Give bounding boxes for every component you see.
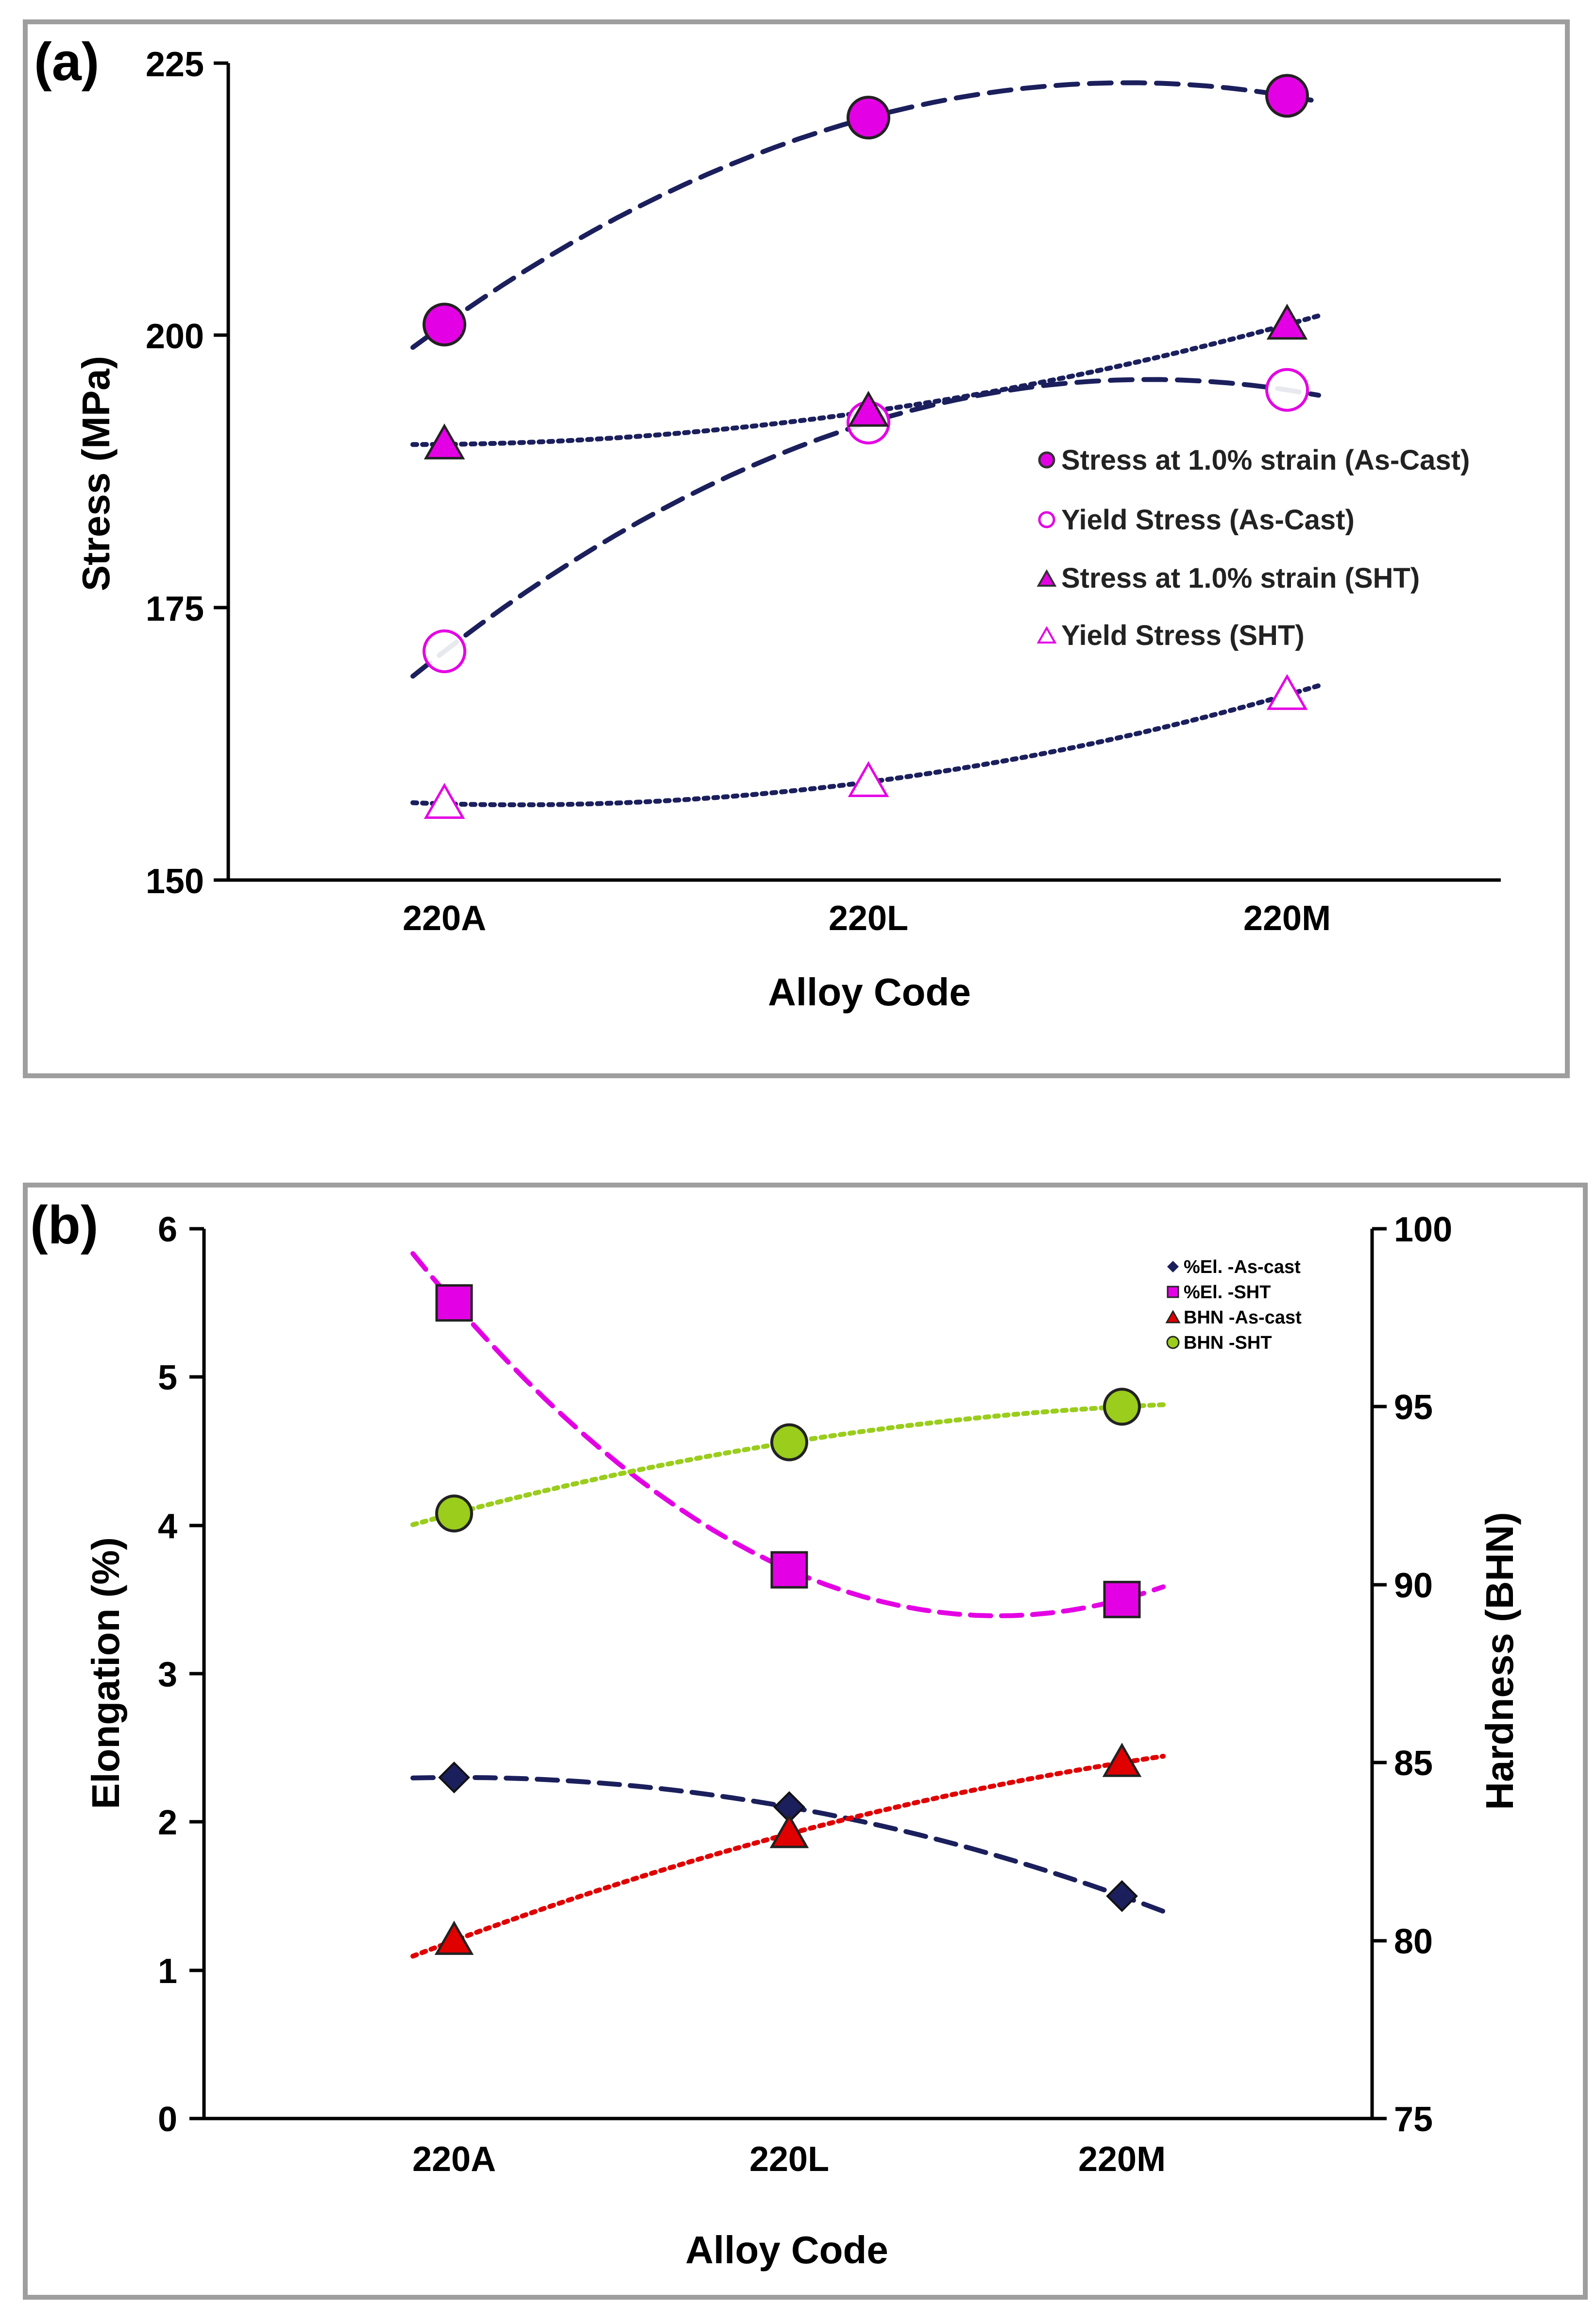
panel-b-xtick-label: 220A bbox=[412, 2140, 496, 2179]
legend-label: Yield Stress (As-Cast) bbox=[1061, 504, 1355, 536]
panel-b-ytick-label: 6 bbox=[158, 1210, 177, 1249]
panel-b-xtick-label: 220M bbox=[1078, 2140, 1166, 2179]
panel-a-ytick-label: 150 bbox=[146, 862, 204, 901]
panel-b-ytick-right-label: 100 bbox=[1394, 1210, 1452, 1249]
panel-b-ytick-right-label: 85 bbox=[1394, 1744, 1433, 1783]
panel-a-xtick-label: 220M bbox=[1243, 899, 1331, 938]
panel-b-ytick-right-label: 95 bbox=[1394, 1388, 1433, 1427]
legend-item: %El. -SHT bbox=[1167, 1282, 1271, 1303]
legend-label: %El. -SHT bbox=[1184, 1282, 1271, 1303]
data-point-1-0 bbox=[435, 1284, 473, 1322]
data-point-0-0 bbox=[438, 1761, 470, 1794]
data-point-0-1 bbox=[847, 96, 890, 140]
legend-label: BHN -SHT bbox=[1184, 1333, 1272, 1353]
legend-marker-filled-triangle bbox=[1036, 569, 1057, 587]
panel-b-right-ticks: 100 95 90 85 80 75 bbox=[1372, 1210, 1452, 2139]
data-point-0-2 bbox=[1106, 1880, 1138, 1912]
panel-b-ytick-label: 1 bbox=[158, 1952, 177, 1991]
panel-a-legend: Stress at 1.0% strain (As-Cast) Yield St… bbox=[1036, 444, 1470, 651]
legend-marker-square bbox=[1167, 1286, 1179, 1298]
data-point-3-0 bbox=[424, 782, 465, 819]
panel-a-y-axis-title: Stress (MPa) bbox=[74, 356, 118, 592]
panel-a-y-ticks: 225 200 175 150 bbox=[146, 45, 228, 901]
panel-a-ytick-label: 200 bbox=[146, 317, 204, 356]
data-point-1-2 bbox=[1265, 368, 1309, 412]
legend-item: Yield Stress (As-Cast) bbox=[1038, 504, 1355, 536]
panel-a-xtick-label: 220L bbox=[829, 899, 908, 938]
panel-b-x-ticks: 220A 220L 220M bbox=[412, 2140, 1166, 2179]
panel-b-frame bbox=[23, 1183, 1588, 2300]
legend-item: Stress at 1.0% strain (As-Cast) bbox=[1038, 444, 1470, 476]
panel-b-x-axis-title: Alloy Code bbox=[685, 2228, 888, 2272]
legend-item: %El. -As-cast bbox=[1167, 1257, 1301, 1277]
panel-a-markers bbox=[423, 74, 1309, 819]
trendline-1 bbox=[410, 1251, 1166, 1619]
data-point-3-1 bbox=[848, 761, 889, 797]
data-point-0-2 bbox=[1265, 74, 1309, 118]
panel-b-ytick-right-label: 75 bbox=[1394, 2100, 1433, 2139]
legend-label: Stress at 1.0% strain (As-Cast) bbox=[1061, 444, 1470, 476]
trendline-3 bbox=[410, 683, 1321, 808]
panel-b: (b) 6 5 4 3 2 1 0 100 bbox=[23, 1183, 1588, 2300]
panel-b-markers bbox=[434, 1284, 1142, 1955]
panel-b-xtick-label: 220L bbox=[749, 2140, 829, 2179]
data-point-3-2 bbox=[1103, 1388, 1141, 1426]
data-point-0-0 bbox=[423, 303, 466, 347]
data-point-2-2 bbox=[1266, 304, 1308, 340]
legend-label: BHN -As-cast bbox=[1184, 1307, 1302, 1328]
panel-b-ytick-label: 4 bbox=[158, 1507, 177, 1546]
legend-marker-filled-circle bbox=[1038, 451, 1055, 469]
panel-b-ytick-label: 2 bbox=[158, 1803, 177, 1842]
legend-item: Stress at 1.0% strain (SHT) bbox=[1036, 562, 1420, 594]
data-point-2-0 bbox=[434, 1920, 474, 1955]
panel-a-label: (a) bbox=[34, 32, 99, 92]
legend-marker-open-circle bbox=[1038, 511, 1055, 528]
data-point-2-1 bbox=[769, 1814, 809, 1848]
panel-a: (a) 225 200 175 150 220A 220L 220M Alloy… bbox=[23, 19, 1570, 1078]
panel-a-ytick-label: 225 bbox=[146, 45, 204, 84]
legend-item: Yield Stress (SHT) bbox=[1036, 620, 1305, 651]
data-point-3-2 bbox=[1266, 674, 1308, 710]
data-point-2-1 bbox=[848, 390, 889, 427]
legend-marker-circle bbox=[1166, 1336, 1180, 1349]
legend-label: Stress at 1.0% strain (SHT) bbox=[1061, 562, 1420, 594]
panel-a-x-ticks: 220A 220L 220M bbox=[403, 899, 1331, 938]
data-point-3-1 bbox=[770, 1423, 808, 1461]
data-point-1-0 bbox=[423, 629, 466, 674]
panel-b-ytick-label: 5 bbox=[158, 1358, 177, 1397]
legend-item: BHN -As-cast bbox=[1165, 1307, 1302, 1328]
legend-label: Yield Stress (SHT) bbox=[1061, 620, 1305, 651]
panel-b-legend: %El. -As-cast %El. -SHT BHN -As-cast BHN… bbox=[1165, 1257, 1302, 1353]
panel-b-y-right-axis-title: Hardness (BHN) bbox=[1478, 1512, 1521, 1810]
panel-b-label: (b) bbox=[30, 1195, 98, 1255]
data-point-1-1 bbox=[770, 1551, 808, 1589]
data-point-3-0 bbox=[435, 1494, 473, 1533]
panel-a-ytick-label: 175 bbox=[146, 590, 204, 628]
legend-marker-open-triangle bbox=[1036, 626, 1057, 644]
data-point-2-0 bbox=[424, 423, 465, 459]
panel-b-ytick-right-label: 80 bbox=[1394, 1922, 1433, 1961]
legend-label: %El. -As-cast bbox=[1184, 1257, 1301, 1277]
panel-b-ytick-right-label: 90 bbox=[1394, 1566, 1433, 1605]
panel-b-ytick-label: 0 bbox=[158, 2100, 177, 2139]
legend-item: BHN -SHT bbox=[1166, 1333, 1272, 1353]
panel-b-ytick-label: 3 bbox=[158, 1655, 177, 1694]
legend-marker-triangle bbox=[1165, 1309, 1181, 1323]
panel-a-x-axis-title: Alloy Code bbox=[768, 970, 971, 1014]
panel-b-y-axis-title: Elongation (%) bbox=[84, 1537, 127, 1809]
panel-b-left-ticks: 6 5 4 3 2 1 0 bbox=[158, 1210, 204, 2139]
legend-marker-diamond bbox=[1167, 1261, 1179, 1272]
data-point-2-2 bbox=[1102, 1743, 1142, 1777]
panel-a-xtick-label: 220A bbox=[403, 899, 486, 938]
data-point-1-2 bbox=[1103, 1580, 1141, 1618]
panel-a-frame bbox=[23, 19, 1570, 1078]
